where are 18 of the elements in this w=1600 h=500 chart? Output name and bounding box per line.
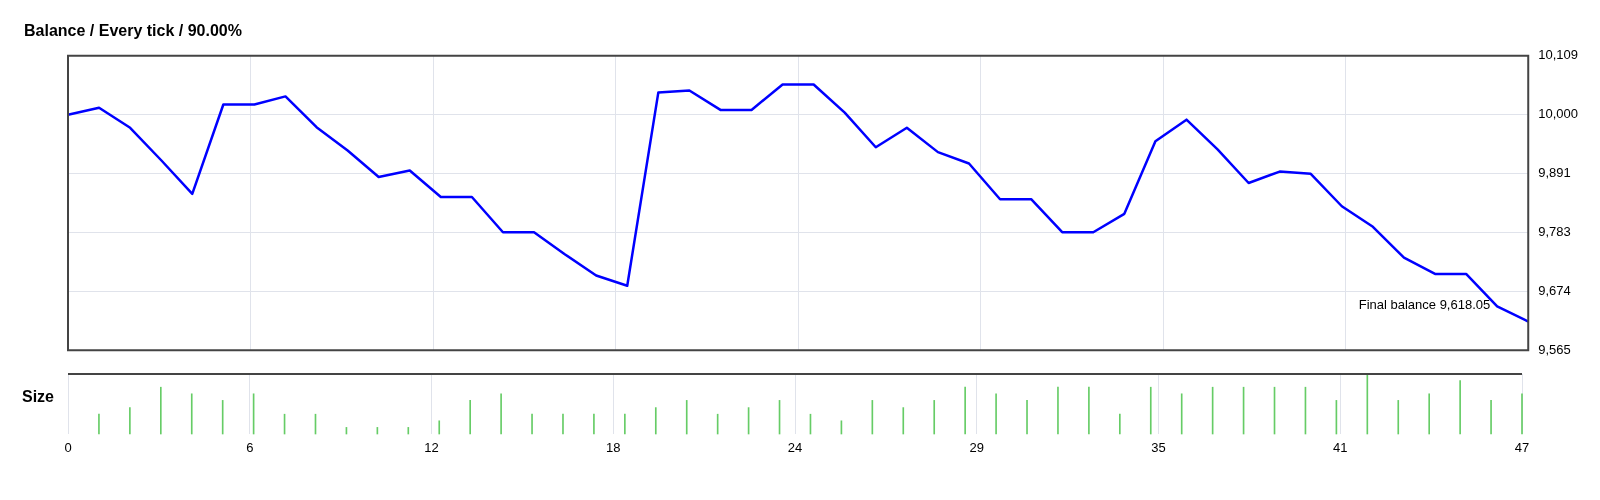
y-tick-label: 10,000 xyxy=(1538,106,1578,122)
x-tick-label: 6 xyxy=(246,440,254,456)
y-tick-label: 9,783 xyxy=(1538,224,1571,240)
x-tick-label: 29 xyxy=(969,440,984,456)
y-tick-label: 9,891 xyxy=(1538,165,1571,181)
text: Size xyxy=(22,388,55,406)
annotation: Final balance 9,618.05 xyxy=(1358,297,1491,313)
x-tick-label: 18 xyxy=(606,440,621,456)
x-tick-label: 41 xyxy=(1333,440,1348,456)
y-tick-label: 10,109 xyxy=(1538,47,1578,63)
x-tick-label: 12 xyxy=(424,440,439,456)
chart-title: Balance / Every tick / 90.00% xyxy=(24,22,242,40)
x-tick-label: 35 xyxy=(1151,440,1166,456)
x-tick-label: 0 xyxy=(64,440,72,456)
y-tick-label: 9,674 xyxy=(1538,282,1571,298)
x-tick-label: 24 xyxy=(787,440,803,456)
y-tick-label: 9,565 xyxy=(1538,341,1571,357)
x-tick-label: 47 xyxy=(1514,440,1530,456)
